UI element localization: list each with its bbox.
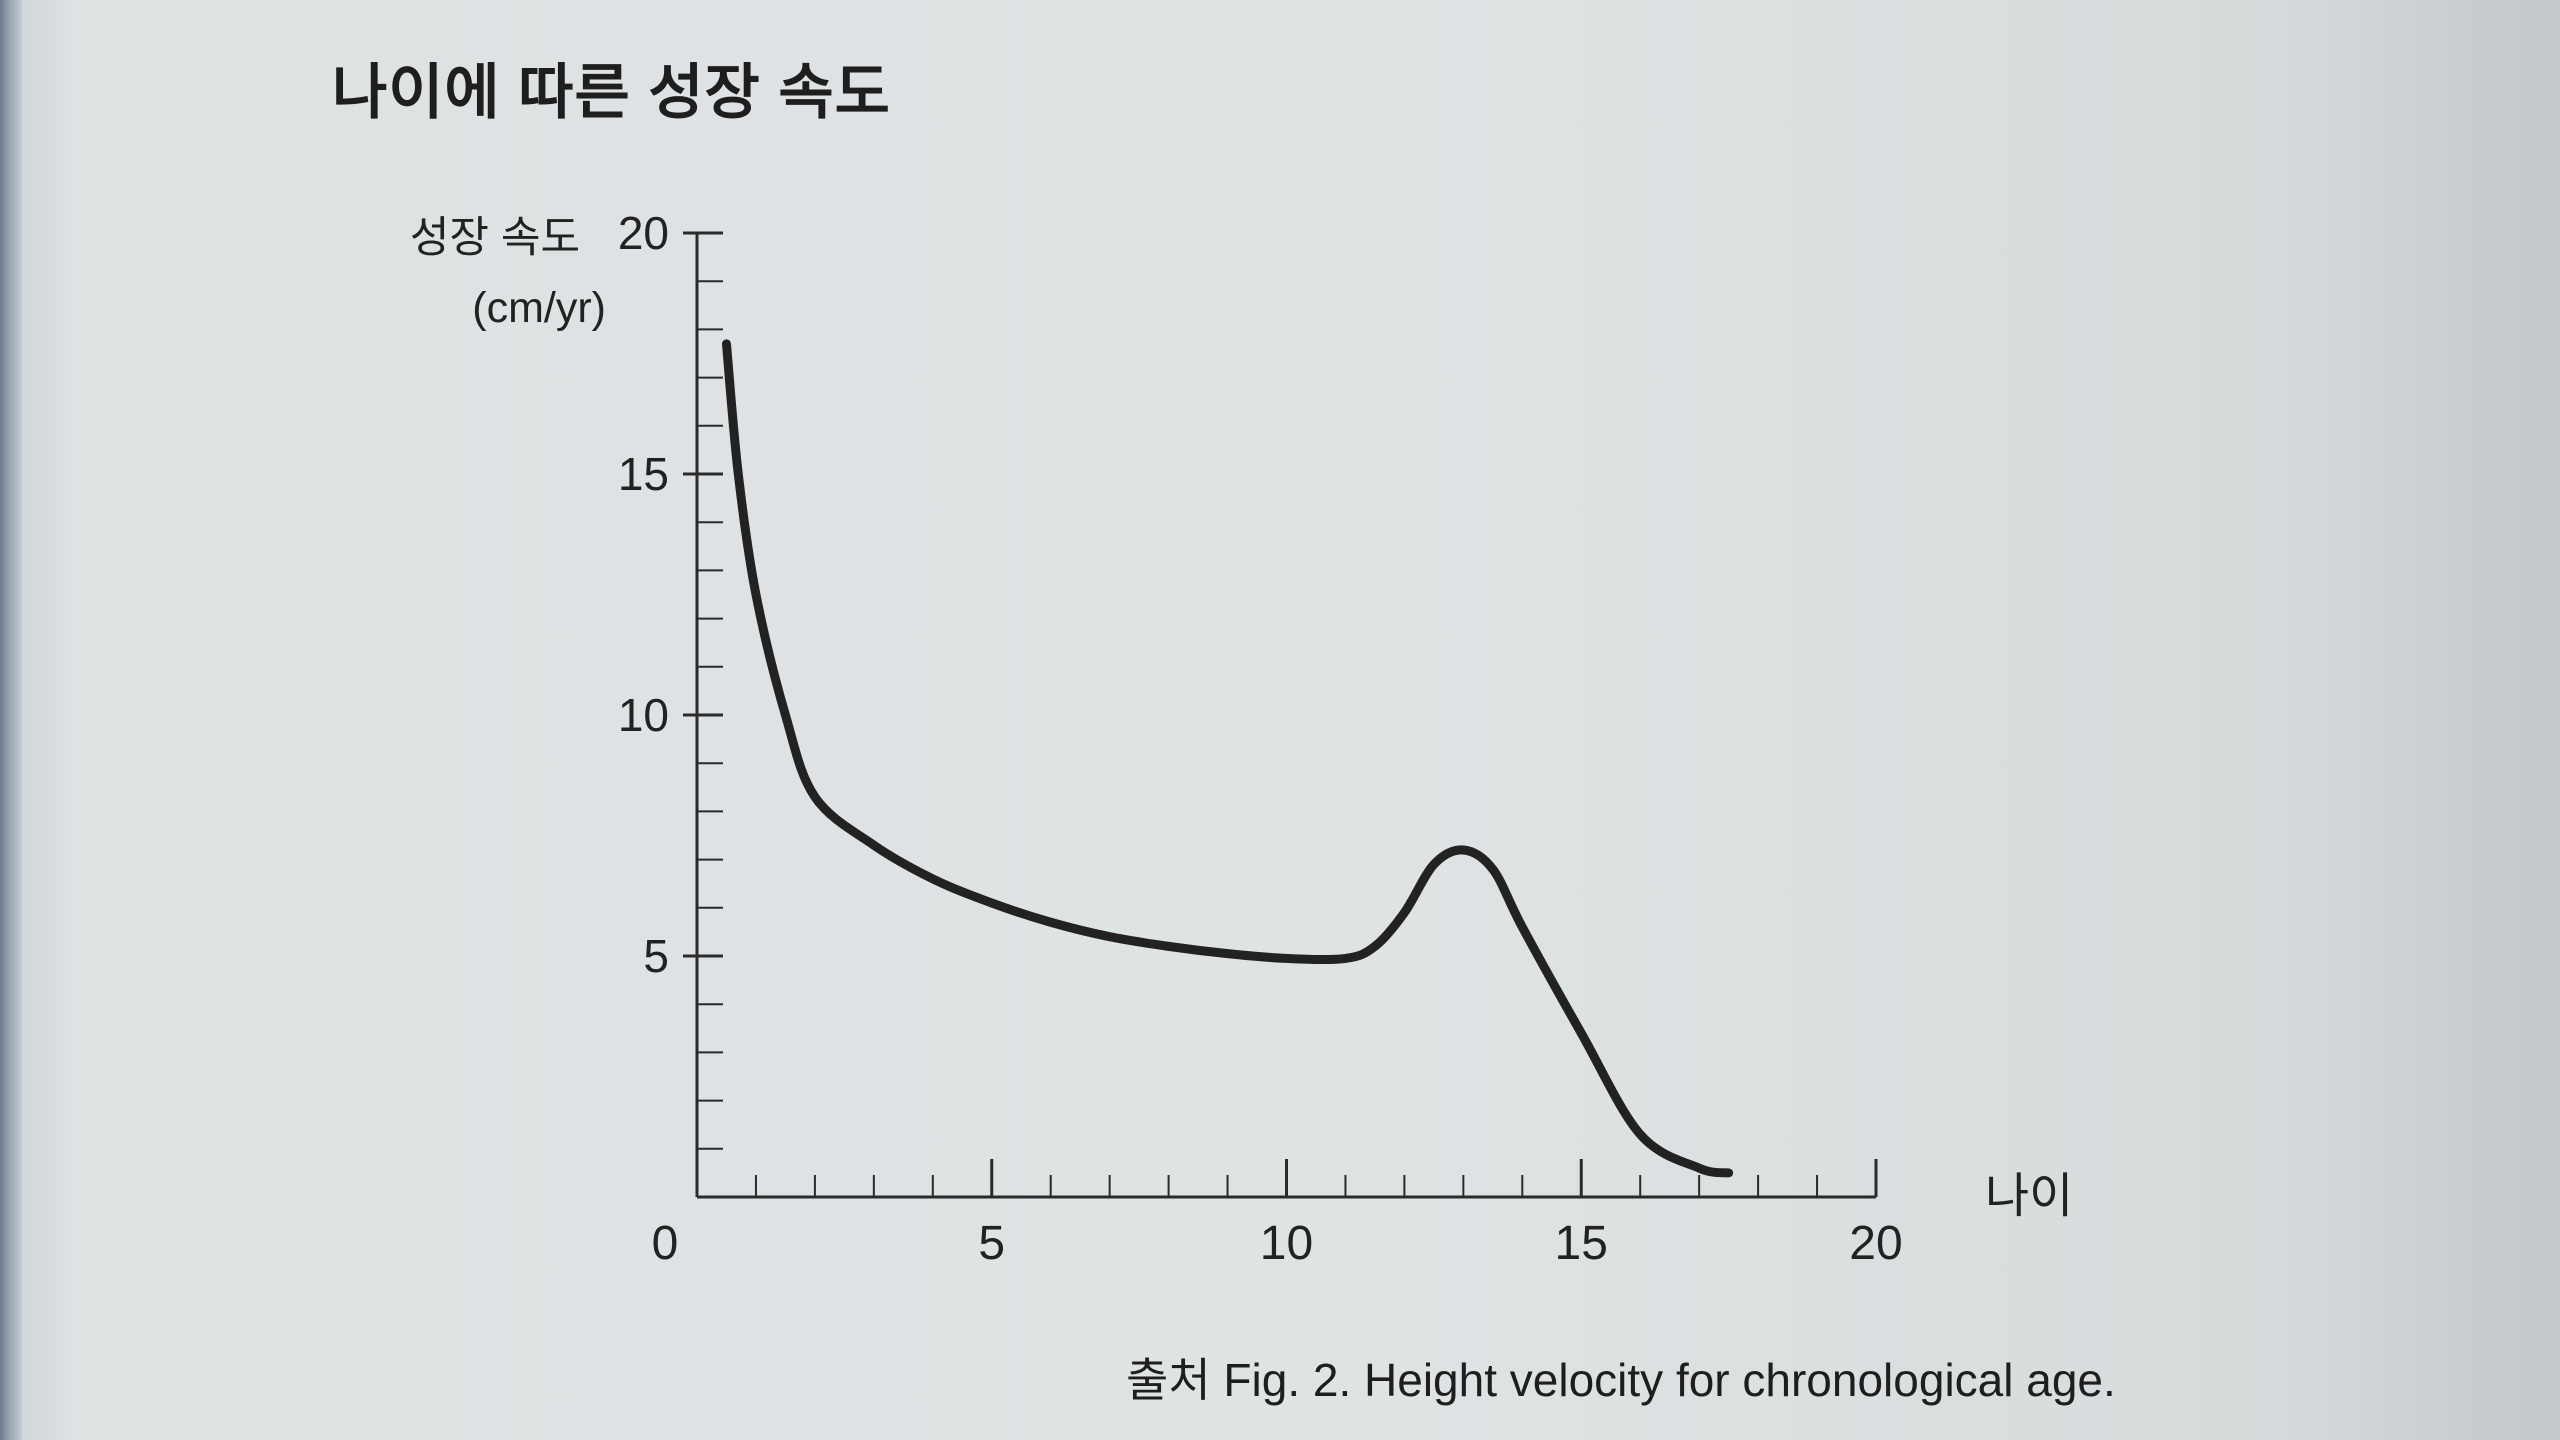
y-tick-label: 15 bbox=[618, 448, 669, 500]
tick-labels: 5 10 15 20 0 5 10 15 20 bbox=[618, 207, 1903, 1270]
growth-velocity-curve bbox=[721, 339, 1734, 1178]
x-tick-label: 0 bbox=[652, 1217, 679, 1270]
x-tick-label: 10 bbox=[1260, 1217, 1313, 1270]
page-edge bbox=[0, 0, 22, 1440]
y-tick-label: 10 bbox=[618, 689, 669, 741]
x-tick-label: 15 bbox=[1555, 1217, 1608, 1270]
y-axis-unit: (cm/yr) bbox=[472, 284, 606, 332]
y-tick-label: 5 bbox=[643, 930, 669, 982]
x-tick-label: 5 bbox=[978, 1217, 1005, 1270]
y-tick-label: 20 bbox=[618, 207, 669, 259]
major-ticks bbox=[683, 231, 1878, 1197]
y-axis-label: 성장 속도 bbox=[410, 214, 580, 262]
x-tick-label: 20 bbox=[1849, 1217, 1902, 1270]
x-axis-label: 나이 bbox=[1985, 1170, 2073, 1223]
figure-caption: 출처 Fig. 2. Height velocity for chronolog… bbox=[1126, 1354, 2116, 1406]
minor-ticks bbox=[697, 280, 1819, 1197]
chart-title: 나이에 따른 성장 속도 bbox=[332, 59, 891, 126]
page-shadow bbox=[2320, 0, 2560, 1440]
